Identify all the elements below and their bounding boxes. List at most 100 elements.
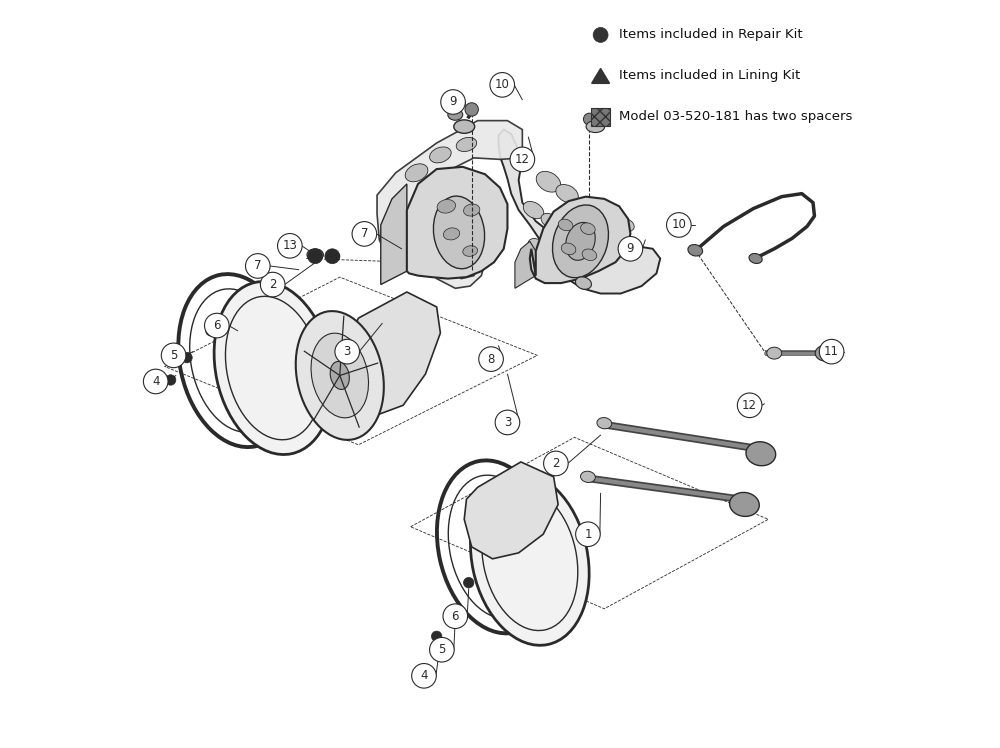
Ellipse shape [581, 235, 598, 248]
Polygon shape [464, 462, 558, 559]
Ellipse shape [311, 333, 369, 418]
Circle shape [246, 254, 270, 278]
Ellipse shape [815, 345, 838, 361]
Circle shape [448, 605, 458, 616]
Ellipse shape [411, 209, 432, 226]
Ellipse shape [545, 248, 562, 262]
Ellipse shape [330, 361, 349, 390]
Circle shape [495, 410, 520, 435]
Ellipse shape [464, 204, 480, 216]
Polygon shape [381, 184, 407, 284]
Text: 9: 9 [449, 96, 457, 108]
Ellipse shape [430, 147, 451, 163]
Text: Items included in Repair Kit: Items included in Repair Kit [619, 28, 803, 41]
Text: 4: 4 [420, 669, 428, 682]
Circle shape [576, 522, 600, 547]
Circle shape [819, 340, 844, 364]
Ellipse shape [586, 120, 605, 132]
Ellipse shape [575, 277, 591, 289]
Circle shape [667, 212, 691, 237]
Ellipse shape [597, 417, 612, 429]
Ellipse shape [523, 201, 544, 218]
Circle shape [443, 604, 468, 628]
Ellipse shape [536, 171, 561, 192]
Circle shape [431, 631, 442, 642]
Ellipse shape [437, 200, 456, 213]
Text: 10: 10 [495, 79, 510, 91]
Polygon shape [347, 292, 440, 415]
Ellipse shape [405, 164, 428, 182]
Circle shape [618, 236, 643, 261]
Circle shape [430, 637, 454, 662]
Text: 9: 9 [627, 242, 634, 255]
Ellipse shape [443, 228, 460, 240]
Ellipse shape [307, 249, 323, 261]
Ellipse shape [581, 471, 595, 482]
Circle shape [490, 73, 515, 97]
Text: 3: 3 [344, 345, 351, 358]
Circle shape [278, 233, 302, 258]
Ellipse shape [326, 251, 340, 261]
Circle shape [463, 577, 474, 588]
Ellipse shape [456, 138, 477, 152]
Circle shape [308, 249, 323, 264]
Text: 12: 12 [742, 399, 757, 412]
Circle shape [260, 272, 285, 297]
Polygon shape [530, 197, 630, 283]
Ellipse shape [427, 186, 451, 205]
Ellipse shape [598, 209, 618, 224]
Circle shape [737, 393, 762, 417]
Text: 4: 4 [152, 375, 159, 388]
Polygon shape [515, 242, 536, 288]
Text: 13: 13 [282, 239, 297, 252]
Text: Items included in Lining Kit: Items included in Lining Kit [619, 70, 800, 82]
Ellipse shape [577, 198, 599, 215]
Circle shape [205, 313, 229, 338]
Ellipse shape [556, 185, 578, 203]
Text: 2: 2 [552, 457, 560, 470]
Ellipse shape [528, 239, 546, 253]
Ellipse shape [463, 246, 478, 257]
Circle shape [510, 147, 535, 172]
Circle shape [544, 451, 568, 476]
Ellipse shape [552, 205, 608, 278]
Ellipse shape [541, 213, 560, 229]
Circle shape [206, 325, 216, 336]
Circle shape [412, 663, 436, 688]
Ellipse shape [730, 492, 759, 516]
Text: 5: 5 [438, 643, 446, 656]
Circle shape [441, 90, 465, 114]
Ellipse shape [602, 243, 618, 255]
Ellipse shape [566, 222, 595, 260]
Ellipse shape [470, 472, 589, 646]
Ellipse shape [454, 120, 475, 133]
Text: 2: 2 [269, 278, 276, 291]
Text: 7: 7 [254, 260, 262, 272]
Text: 5: 5 [170, 349, 177, 362]
Circle shape [352, 221, 377, 246]
Ellipse shape [616, 218, 634, 232]
Text: 11: 11 [824, 345, 839, 358]
Text: 6: 6 [213, 319, 221, 332]
Polygon shape [377, 120, 522, 288]
Ellipse shape [454, 174, 472, 187]
Ellipse shape [562, 225, 580, 239]
Ellipse shape [296, 311, 384, 440]
Ellipse shape [746, 442, 776, 466]
Text: Model 03-520-181 has two spacers: Model 03-520-181 has two spacers [619, 111, 853, 123]
Ellipse shape [448, 109, 463, 120]
Bar [488, 355, 499, 365]
Circle shape [143, 370, 168, 393]
Text: 1: 1 [584, 528, 592, 541]
Circle shape [465, 102, 478, 116]
Text: 8: 8 [487, 352, 495, 366]
Ellipse shape [433, 196, 485, 269]
Polygon shape [592, 69, 610, 83]
Circle shape [165, 375, 176, 385]
Ellipse shape [558, 219, 573, 230]
Ellipse shape [561, 243, 576, 254]
Ellipse shape [214, 281, 333, 455]
Circle shape [325, 249, 340, 264]
Circle shape [161, 343, 186, 368]
Circle shape [335, 340, 360, 364]
